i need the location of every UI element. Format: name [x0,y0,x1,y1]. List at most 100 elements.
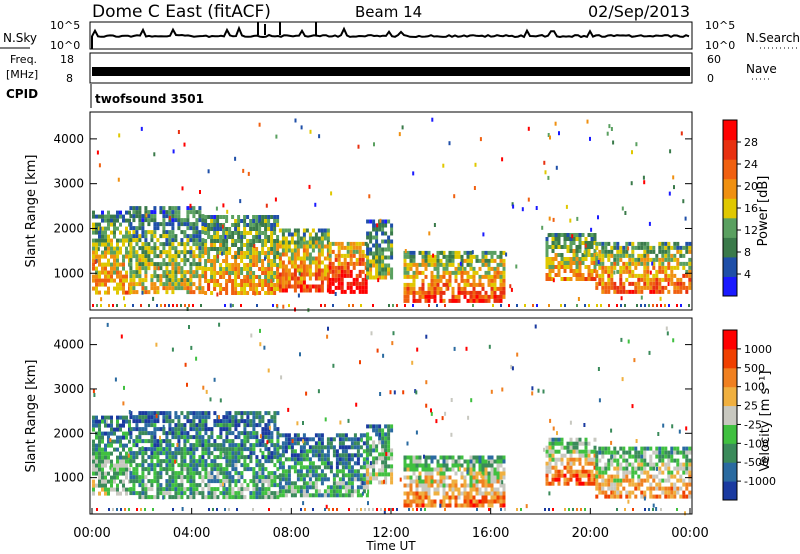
echo-cell [287,256,291,261]
echo-cell [652,474,656,479]
echo-cell [240,451,244,456]
echo-cell [293,449,297,454]
power-colorbar-tick-label: 4 [744,268,751,281]
scatter-cell [379,392,382,396]
scatter-cell [308,184,311,189]
echo-cell [107,435,110,440]
echo-cell [406,495,410,500]
scatter-cell [501,387,504,392]
echo-cell [366,219,370,224]
echo-cell [356,477,360,482]
echo-cell [144,234,148,239]
echo-cell [578,453,582,458]
echo-cell [454,278,458,283]
echo-cell [293,244,297,249]
echo-cell [264,231,268,235]
echo-cell [156,226,160,231]
echo-cell [171,471,175,476]
echo-cell [276,243,280,247]
echo-cell [270,291,274,295]
clutter-cell [584,304,586,307]
echo-cell [628,273,632,278]
echo-cell [688,277,692,282]
echo-cell [466,495,470,500]
echo-cell [192,206,196,211]
echo-cell [180,278,184,283]
echo-cell [572,445,576,450]
echo-cell [646,474,650,479]
echo-cell [189,427,193,432]
echo-cell [225,247,229,251]
echo-cell [584,257,588,261]
echo-cell [359,453,363,458]
echo-cell [607,277,611,282]
echo-cell [356,489,360,494]
echo-cell [144,242,148,247]
echo-cell [347,481,351,486]
echo-cell [204,427,208,432]
echo-cell [95,467,98,472]
echo-cell [302,280,306,285]
echo-cell [356,493,360,498]
echo-cell [243,275,247,279]
echo-cell [551,245,555,249]
echo-cell [557,449,561,454]
echo-cell [162,439,166,444]
echo-cell [195,423,199,428]
scatter-cell [239,199,242,204]
echo-cell [646,241,650,246]
echo-cell [153,479,157,484]
echo-cell [372,275,376,280]
echo-cell [454,495,458,500]
echo-cell [240,443,244,448]
echo-cell [403,463,407,468]
echo-cell [372,428,376,433]
echo-cell [655,446,659,451]
echo-cell [595,273,599,278]
echo-cell [249,227,253,231]
echo-cell [673,245,677,250]
echo-cell [314,264,318,269]
echo-cell [174,427,178,432]
echo-cell [563,245,567,249]
echo-cell [381,223,385,228]
echo-cell [207,415,211,420]
echo-cell [601,466,605,471]
echo-cell [502,495,506,500]
echo-cell [276,427,280,432]
scatter-cell [294,118,297,123]
echo-cell [150,218,154,223]
echo-cell [240,235,244,239]
echo-cell [101,226,104,231]
echo-cell [320,284,324,289]
echo-cell [463,290,467,295]
scatter-cell [543,447,545,452]
echo-cell [270,235,274,239]
echo-cell [267,459,271,464]
echo-cell [225,423,229,428]
echo-cell [125,475,128,480]
scatter-cell [186,307,189,311]
echo-cell [460,491,464,496]
echo-cell [326,272,330,277]
scatter-cell [325,504,328,509]
echo-cell [302,240,306,245]
echo-cell [153,439,157,444]
echo-cell [584,237,588,241]
echo-cell [622,470,626,475]
echo-cell [141,491,145,496]
echo-cell [593,265,597,269]
echo-cell [640,253,644,258]
echo-cell [234,427,238,432]
echo-cell [369,219,373,224]
echo-cell [177,439,181,444]
echo-cell [349,281,353,286]
echo-cell [278,445,282,450]
echo-cell [481,258,485,263]
echo-cell [132,238,136,243]
echo-cell [628,261,632,266]
echo-cell [652,261,656,266]
echo-cell [249,455,253,460]
echo-cell [616,257,620,262]
clutter-cell [112,508,114,511]
